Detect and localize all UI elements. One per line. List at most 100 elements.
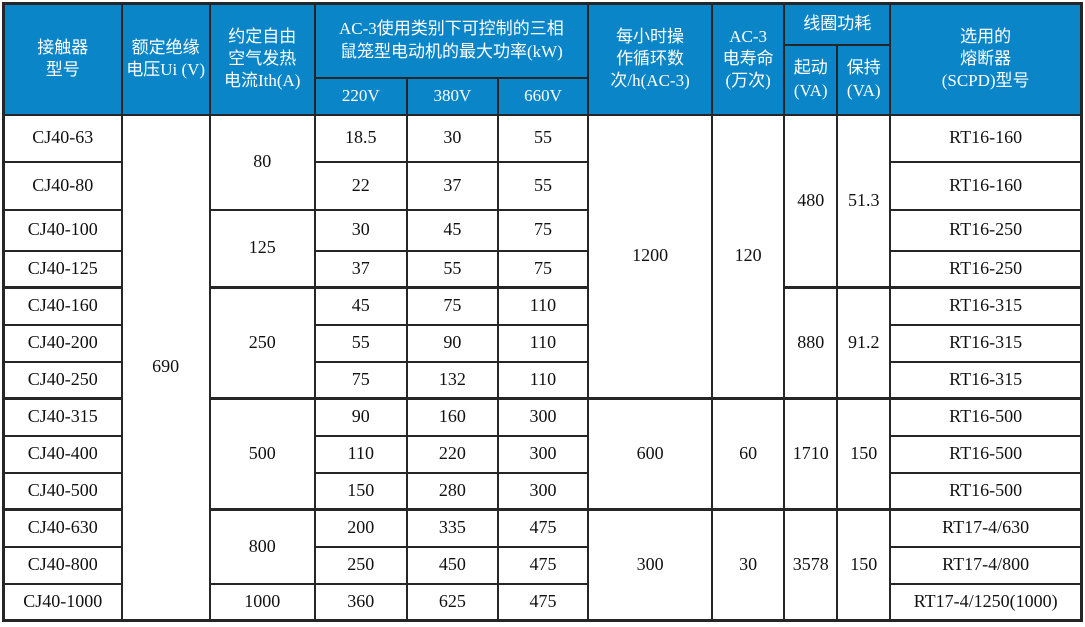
value-cell: 200 <box>313 508 408 548</box>
value-cell: 75 <box>496 208 590 252</box>
table-row: CJ40-500 150 280 300 RT16-500 <box>2 471 1083 511</box>
table-row: CJ40-630 800 200 335 475 300 30 3578 150 RT17-4/6… <box>2 508 1083 622</box>
value-cell: 1000 <box>208 582 316 622</box>
header-660v: 660V <box>496 76 590 116</box>
header-coil-power: 线圈功耗 <box>783 2 892 46</box>
model-cell: CJ40-400 <box>2 434 123 474</box>
header-fuse-model: 选用的 熔断器 (SCPD)型号 <box>889 2 1083 116</box>
model-cell: CJ40-160 <box>2 286 123 326</box>
table-body: CJ40-63 690 80 18.5 30 55 1200 120 480 51.3 RT16-1… <box>2 113 1083 622</box>
table-row: CJ40-80 22 37 55 RT16-160 <box>2 160 1083 211</box>
value-cell: 450 <box>405 545 499 585</box>
value-cell: RT16-250 <box>889 208 1083 252</box>
value-cell: 55 <box>496 160 590 211</box>
value-cell: 55 <box>496 113 590 163</box>
value-cell: 690 <box>120 113 211 622</box>
value-cell: 475 <box>496 582 590 622</box>
table-row: CJ40-400 110 220 300 RT16-500 <box>2 434 1083 474</box>
table-row: CJ40-1000 1000 360 625 475 RT17-4/1250(1000) <box>2 582 1083 622</box>
value-cell: RT17-4/630 <box>889 508 1083 548</box>
value-cell: 37 <box>405 160 499 211</box>
table-row: CJ40-315 500 90 160 300 600 60 1710 150 RT16-500 <box>2 397 1083 511</box>
value-cell: RT17-4/800 <box>889 545 1083 585</box>
header-row-3: 220V 380V 660V <box>4 76 1082 116</box>
header-ac3-max-power: AC-3使用类别下可控制的三相 鼠笼型电动机的最大功率(kW) <box>313 2 590 79</box>
model-cell: CJ40-630 <box>2 508 123 548</box>
value-cell: 45 <box>313 286 408 326</box>
table-row: CJ40-800 250 450 475 RT17-4/800 <box>2 545 1083 585</box>
header-row-2: 起动 (VA) 保持 (VA) <box>4 43 1082 116</box>
model-cell: CJ40-200 <box>2 323 123 363</box>
value-cell: 30 <box>711 508 786 622</box>
header-ac3-electrical-life: AC-3 电寿命 (万次) <box>711 2 786 116</box>
value-cell: 110 <box>496 323 590 363</box>
value-cell: 37 <box>313 249 408 289</box>
header-contactor-model: 接触器 型号 <box>2 2 123 116</box>
model-cell: CJ40-800 <box>2 545 123 585</box>
value-cell: 55 <box>313 323 408 363</box>
table-row: CJ40-160 250 45 75 110 880 91.2 RT16-315 <box>2 286 1083 400</box>
value-cell: RT16-315 <box>889 360 1083 400</box>
value-cell: RT16-160 <box>889 113 1083 163</box>
value-cell: 300 <box>587 508 714 622</box>
model-cell: CJ40-1000 <box>2 582 123 622</box>
model-cell: CJ40-100 <box>2 208 123 252</box>
header-pickup-va: 起动 (VA) <box>783 43 839 116</box>
value-cell: 160 <box>405 397 499 437</box>
value-cell: 120 <box>711 113 786 400</box>
value-cell: 51.3 <box>836 113 892 289</box>
value-cell: RT16-315 <box>889 286 1083 326</box>
value-cell: 500 <box>208 397 316 511</box>
value-cell: 335 <box>405 508 499 548</box>
value-cell: 125 <box>208 208 316 289</box>
value-cell: 3578 <box>783 508 839 622</box>
model-cell: CJ40-63 <box>2 113 123 163</box>
value-cell: RT16-500 <box>889 434 1083 474</box>
value-cell: 90 <box>405 323 499 363</box>
value-cell: 360 <box>313 582 408 622</box>
value-cell: RT17-4/1250(1000) <box>889 582 1083 622</box>
model-cell: CJ40-125 <box>2 249 123 289</box>
header-row-1: 接触器 型号 额定绝缘 电压Ui (V) 约定自由 空气发热 电流Ith(A) … <box>2 2 1083 116</box>
value-cell: 475 <box>496 508 590 548</box>
value-cell: 75 <box>313 360 408 400</box>
value-cell: 280 <box>405 471 499 511</box>
table-row: CJ40-100 125 30 45 75 RT16-250 <box>2 208 1083 289</box>
model-cell: CJ40-315 <box>2 397 123 437</box>
value-cell: 18.5 <box>313 113 408 163</box>
value-cell: 220 <box>405 434 499 474</box>
value-cell: 22 <box>313 160 408 211</box>
value-cell: 150 <box>836 508 892 622</box>
value-cell: RT16-160 <box>889 160 1083 211</box>
value-cell: 132 <box>405 360 499 400</box>
table-row: CJ40-250 75 132 110 RT16-315 <box>2 360 1083 400</box>
model-cell: CJ40-250 <box>2 360 123 400</box>
value-cell: 75 <box>405 286 499 326</box>
header-220v: 220V <box>313 76 408 116</box>
header-thermal-current: 约定自由 空气发热 电流Ith(A) <box>208 2 316 116</box>
header-holding-va: 保持 (VA) <box>836 43 892 116</box>
value-cell: 150 <box>313 471 408 511</box>
value-cell: 90 <box>313 397 408 437</box>
value-cell: 91.2 <box>836 286 892 400</box>
table-row: CJ40-63 690 80 18.5 30 55 1200 120 480 51.3 RT16-1… <box>2 113 1083 622</box>
value-cell: 110 <box>313 434 408 474</box>
header-380v: 380V <box>405 76 499 116</box>
value-cell: 475 <box>496 545 590 585</box>
value-cell: 300 <box>496 434 590 474</box>
value-cell: 75 <box>496 249 590 289</box>
header-rated-insulation-voltage: 额定绝缘 电压Ui (V) <box>120 2 211 116</box>
value-cell: 110 <box>496 286 590 326</box>
value-cell: 625 <box>405 582 499 622</box>
model-cell: CJ40-500 <box>2 471 123 511</box>
value-cell: 80 <box>208 113 316 211</box>
value-cell: 800 <box>208 508 316 585</box>
value-cell: 880 <box>783 286 839 400</box>
value-cell: 45 <box>405 208 499 252</box>
value-cell: RT16-250 <box>889 249 1083 289</box>
value-cell: 55 <box>405 249 499 289</box>
value-cell: 30 <box>313 208 408 252</box>
value-cell: 1710 <box>783 397 839 511</box>
